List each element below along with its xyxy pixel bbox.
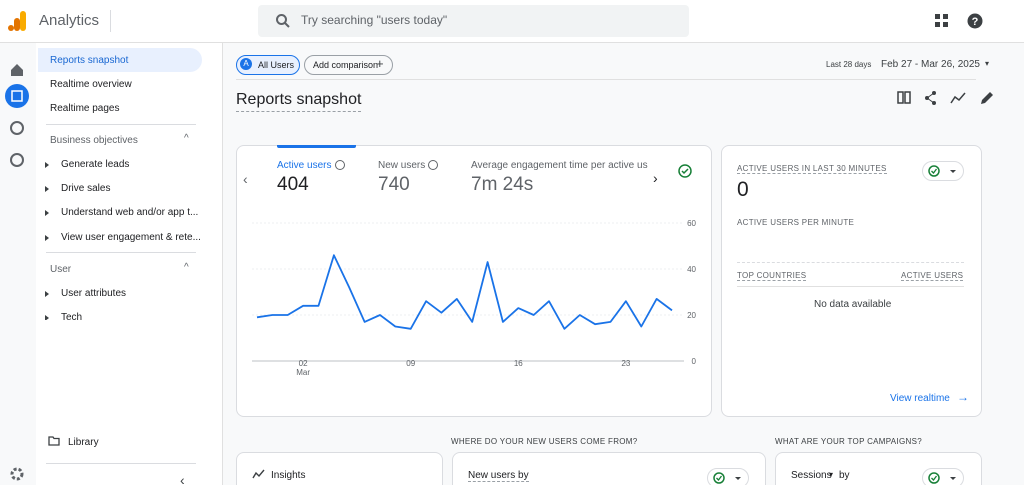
nav-section-title[interactable]: Business objectives — [50, 135, 138, 146]
nav-panel — [36, 43, 223, 485]
status-check — [928, 165, 956, 177]
next-arrow[interactable]: › — [653, 170, 658, 186]
date-range[interactable]: Feb 27 - Mar 26, 2025 — [881, 59, 980, 70]
active-tab-bar — [277, 145, 356, 148]
status-check — [928, 472, 956, 484]
explore-icon[interactable] — [10, 121, 24, 135]
link-arrow: → — [957, 390, 969, 404]
insights-icon[interactable] — [950, 92, 966, 104]
settings-icon[interactable] — [10, 467, 24, 481]
nav-section-title[interactable]: User — [50, 264, 72, 275]
chart-card: 0 20 40 60 02 09 16 23 Mar — [236, 145, 712, 417]
y-tick-label: 60 — [687, 219, 696, 228]
realtime-title: ACTIVE USERS IN LAST 30 MINUTES — [737, 164, 887, 174]
per-minute-label: ACTIVE USERS PER MINUTE — [737, 218, 855, 227]
metric-value: 404 — [277, 174, 309, 195]
insights-icon — [252, 469, 265, 479]
nav-item[interactable]: Reports snapshot — [50, 55, 129, 66]
home-icon[interactable] — [11, 64, 23, 76]
empty-message: No data available — [814, 299, 892, 310]
metric-caret[interactable]: ▾ — [829, 470, 834, 479]
date-caret[interactable]: ▾ — [985, 59, 990, 68]
icon-rail — [5, 64, 29, 481]
data-line — [256, 254, 673, 330]
metric-value: 740 — [378, 174, 410, 195]
divider — [46, 252, 196, 253]
x-month-label: Mar — [296, 368, 310, 377]
date-label: Last 28 days — [826, 60, 872, 69]
divider — [46, 124, 196, 125]
search-placeholder: Try searching "users today" — [301, 13, 448, 27]
status-dropdown[interactable] — [922, 468, 964, 485]
insights-card — [236, 452, 443, 485]
expand-arrows — [45, 162, 49, 320]
plus-icon: + — [376, 56, 384, 71]
folder-icon — [48, 436, 60, 446]
title-actions — [897, 91, 993, 105]
nav-active-bg — [38, 48, 202, 72]
divider — [737, 286, 964, 287]
segment-name: All Users — [258, 60, 295, 70]
apps-icon[interactable] — [935, 14, 949, 28]
nav-item[interactable]: Tech — [61, 312, 83, 323]
divider — [236, 79, 976, 80]
status-dropdown[interactable] — [707, 468, 749, 485]
card-title-suffix: by — [839, 470, 850, 481]
edit-icon[interactable] — [981, 92, 993, 104]
help-icon[interactable]: ? — [967, 13, 983, 29]
y-tick-label: 40 — [687, 265, 696, 274]
svg-text:?: ? — [972, 16, 979, 28]
view-realtime-link[interactable]: View realtime — [890, 393, 950, 404]
collapse-caret[interactable]: ^ — [184, 133, 189, 144]
search-box[interactable] — [258, 5, 689, 37]
divider — [46, 463, 196, 464]
metric-label[interactable]: Average engagement time per active us — [471, 160, 648, 171]
logo — [8, 11, 26, 31]
nav-item[interactable]: Generate leads — [61, 159, 130, 170]
nav-item[interactable]: View user engagement & rete... — [61, 232, 201, 243]
help-icons — [335, 160, 438, 170]
insights-title: Insights — [271, 470, 306, 481]
search-icon — [276, 14, 290, 28]
app-name: Analytics — [39, 12, 100, 29]
status-dropdown[interactable] — [922, 161, 964, 181]
nav-item[interactable]: Drive sales — [61, 183, 111, 194]
realtime-value: 0 — [737, 178, 749, 201]
segment-badge: A — [240, 58, 252, 70]
nav-item[interactable]: Understand web and/or app t... — [61, 207, 199, 218]
nav-item[interactable]: User attributes — [61, 288, 127, 299]
nav-item[interactable]: Realtime pages — [50, 103, 120, 114]
library-link[interactable]: Library — [68, 437, 99, 448]
customize-icon[interactable] — [897, 91, 904, 104]
y-tick-label: 20 — [687, 311, 696, 320]
section-question: WHERE DO YOUR NEW USERS COME FROM? — [451, 437, 638, 446]
section-question: WHAT ARE YOUR TOP CAMPAIGNS? — [775, 437, 922, 446]
card-title[interactable]: Sessions — [791, 470, 832, 481]
advertising-icon[interactable] — [10, 153, 24, 167]
metric-value: 7m 24s — [471, 174, 534, 195]
status-icon — [678, 164, 692, 178]
column-header: ACTIVE USERS — [901, 271, 964, 281]
divider — [737, 262, 964, 263]
prev-arrow[interactable]: ‹ — [243, 171, 248, 187]
nav-item[interactable]: Realtime overview — [50, 79, 132, 90]
add-comparison: Add comparison — [313, 60, 379, 70]
page-title: Reports snapshot — [236, 91, 362, 112]
reports-icon[interactable] — [5, 84, 29, 108]
status-check — [713, 472, 741, 484]
add-comparison-chip[interactable] — [304, 55, 393, 75]
collapse-caret[interactable]: ^ — [184, 262, 189, 273]
collapse-nav[interactable]: ‹ — [180, 472, 185, 485]
column-header: TOP COUNTRIES — [737, 271, 807, 281]
realtime-card — [721, 145, 982, 417]
card-title[interactable]: New users by — [468, 470, 529, 482]
divider — [110, 10, 111, 32]
segment-chip[interactable] — [236, 55, 300, 75]
metric-label[interactable]: Active users — [277, 160, 332, 171]
metric-label[interactable]: New users — [378, 160, 426, 171]
y-tick-label: 0 — [692, 357, 697, 366]
